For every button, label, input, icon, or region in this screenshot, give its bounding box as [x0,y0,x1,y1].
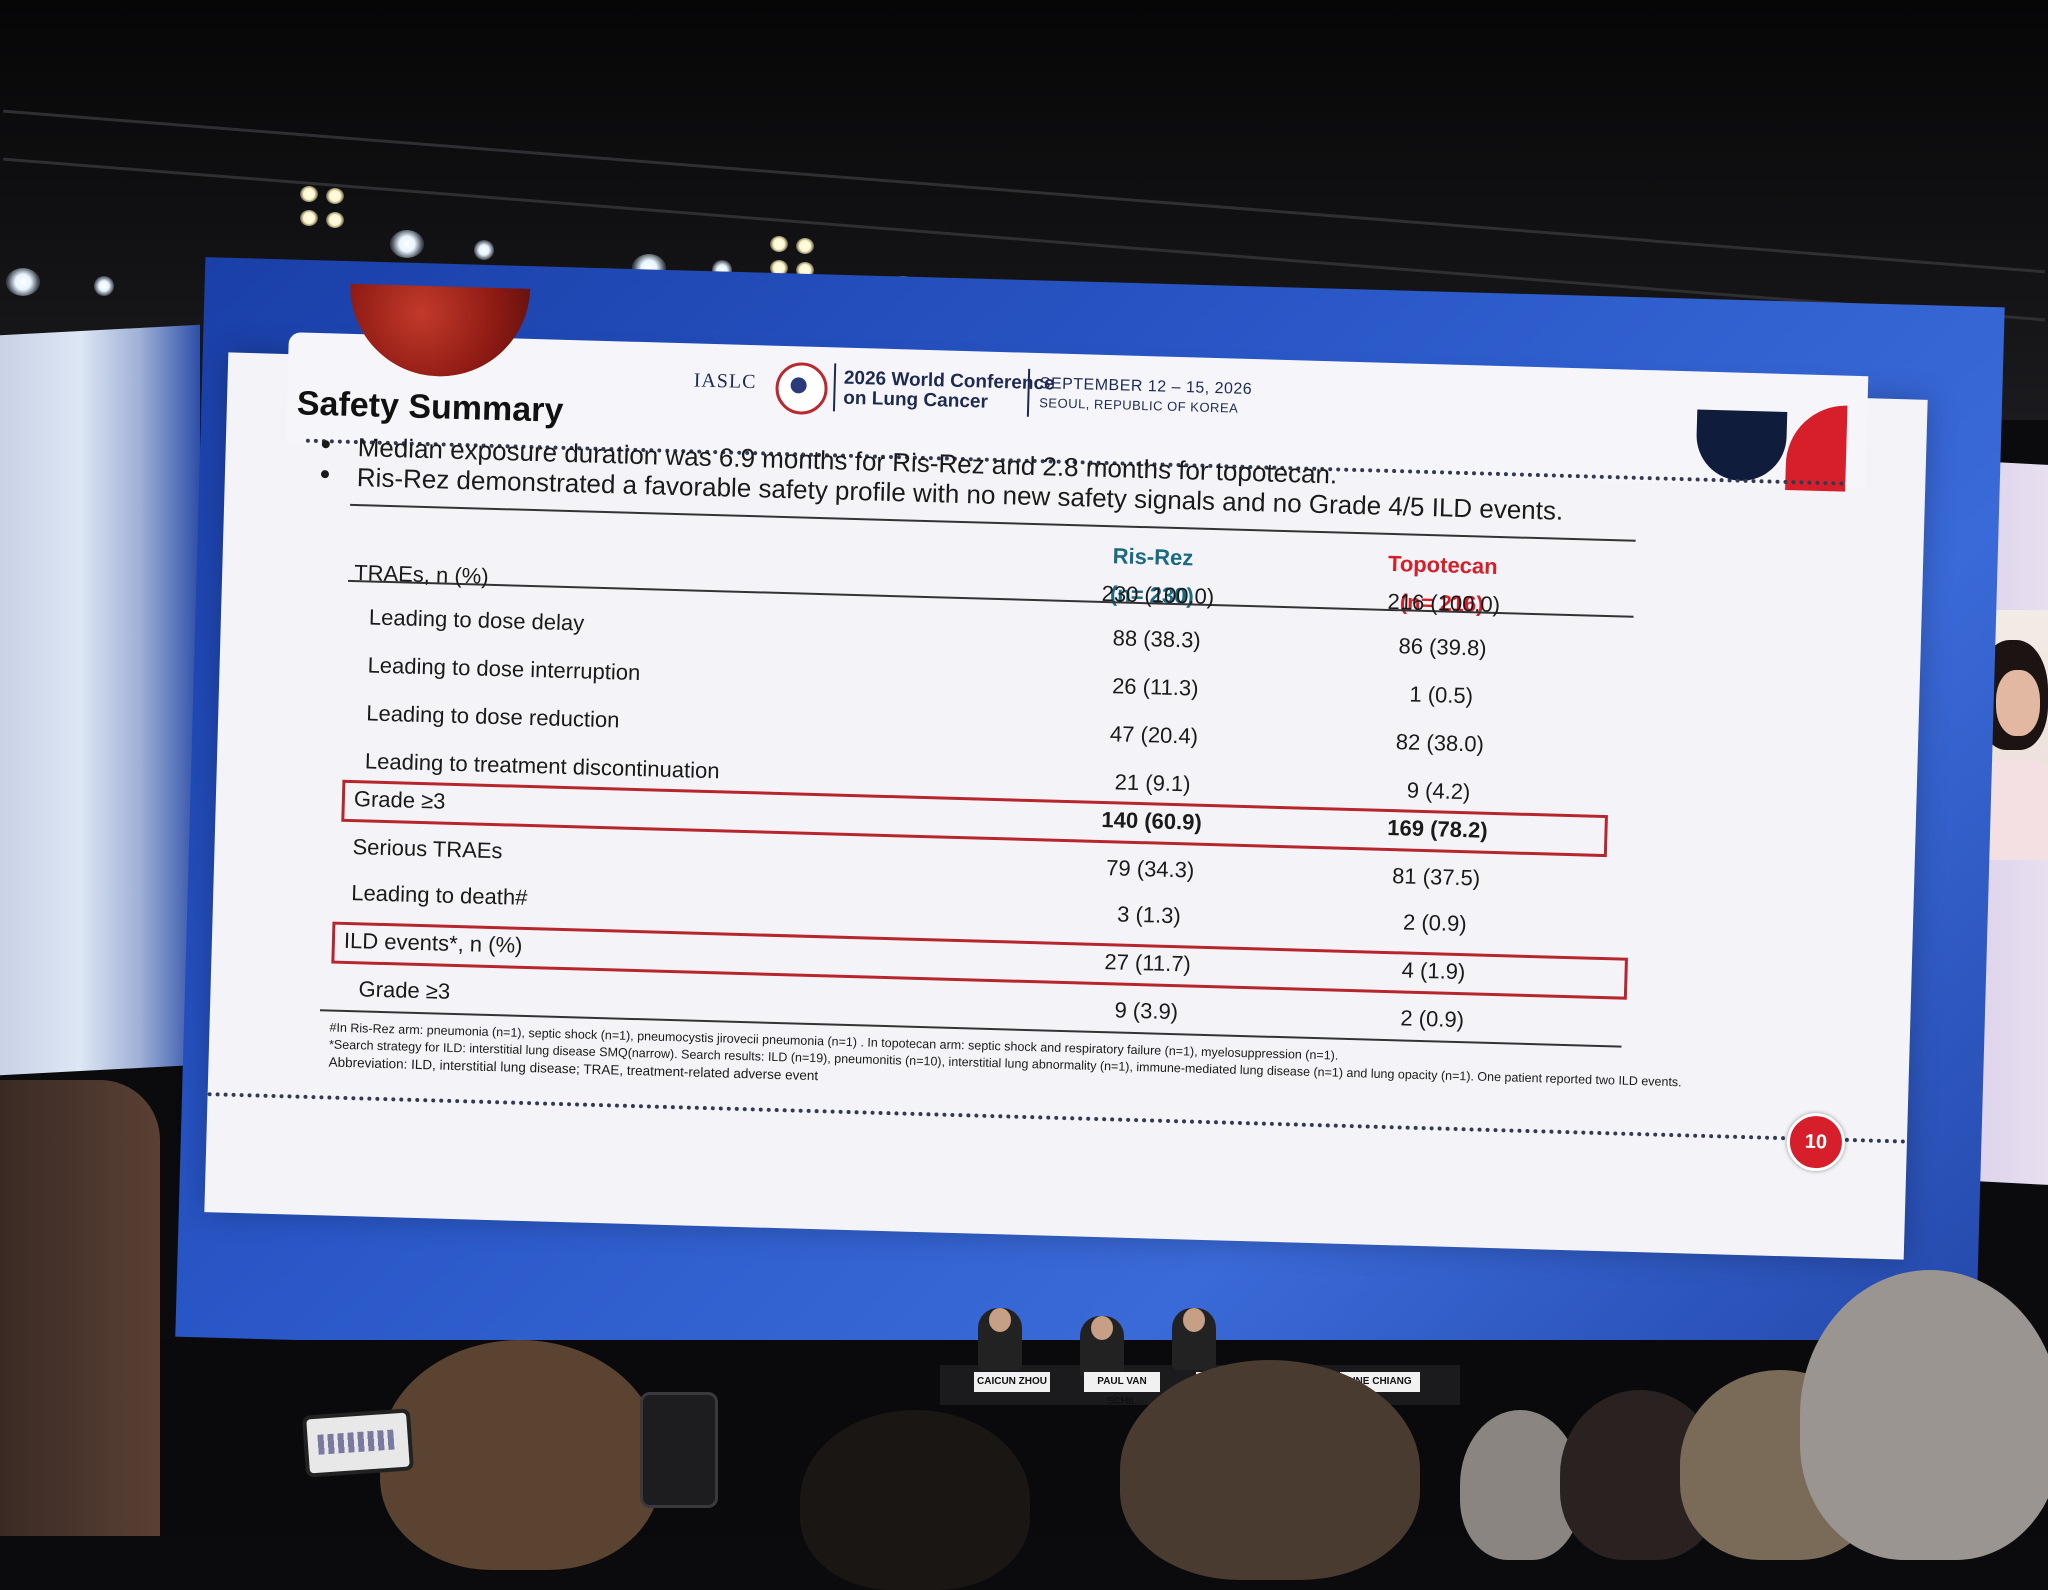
ris-rez-value: 3 (1.3) [1116,901,1182,929]
audience-phone [640,1392,718,1508]
ris-rez-value: 88 (38.3) [1112,625,1202,653]
panelist [1172,1308,1216,1370]
row-label: ILD events*, n (%) [343,927,523,958]
ris-rez-value: 140 (60.9) [1101,807,1203,835]
topotecan-value: 2 (0.9) [1400,1005,1465,1033]
topotecan-value: 82 (38.0) [1395,729,1485,757]
topotecan-value: 4 (1.9) [1401,957,1466,985]
stage-light [390,230,424,258]
audience-head [800,1410,1030,1590]
slide-title: Safety Summary [296,384,564,430]
ris-rez-value: 47 (20.4) [1109,721,1199,749]
row-label: TRAEs, n (%) [353,560,490,589]
stage-light [770,236,818,280]
audience-head [1120,1360,1420,1580]
led-wall-left [0,324,200,1076]
iaslc-logo-text: IASLC [693,369,757,394]
stage-light [6,268,40,296]
row-label: Grade ≥3 [353,786,446,814]
row-label: Grade ≥3 [358,976,451,1004]
topotecan-value: 86 (39.8) [1398,633,1487,661]
nameplate: PAUL VAN SCHIL [1084,1372,1160,1407]
page-number-badge: 10 [1786,1112,1846,1172]
audience-head [380,1340,660,1570]
bullet-dot-icon [321,440,330,449]
row-label: Leading to death# [350,880,528,910]
ris-rez-value: 230 (100.0) [1101,580,1215,610]
conference-name-line2: on Lung Cancer [843,387,989,413]
topotecan-value: 216 (100.0) [1387,588,1501,618]
row-label: Leading to dose delay [368,604,585,636]
ris-rez-value: 79 (34.3) [1105,855,1195,883]
topotecan-value: 9 (4.2) [1406,777,1471,805]
ris-rez-value: 27 (11.7) [1104,949,1192,977]
bullet-dot-icon [320,470,330,479]
ris-rez-value: 21 (9.1) [1114,769,1191,797]
row-label: Leading to dose reduction [365,700,620,733]
presentation-slide: IASLC 2026 World Conference on Lung Canc… [204,283,1928,1260]
row-label: Serious TRAEs [352,834,503,864]
row-label: Leading to dose interruption [367,652,641,686]
speaker-face [1996,670,2040,736]
nameplate: CAICUN ZHOU [974,1372,1050,1392]
topotecan-value: 169 (78.2) [1387,814,1488,843]
panelist [1080,1316,1124,1378]
ris-rez-value: 26 (11.3) [1111,673,1199,701]
panelist [978,1308,1022,1370]
topotecan-value: 2 (0.9) [1402,909,1468,937]
stage-light [94,276,114,296]
topotecan-value: 81 (37.5) [1391,863,1481,891]
audience-hand [0,1080,160,1536]
phone-screen [317,1429,395,1455]
topotecan-value: 1 (0.5) [1409,681,1474,709]
stage-light [474,240,494,260]
audience-phone [301,1408,415,1478]
stage-light [300,186,348,230]
ris-rez-value: 9 (3.9) [1114,997,1179,1025]
audience-head [1800,1270,2048,1560]
